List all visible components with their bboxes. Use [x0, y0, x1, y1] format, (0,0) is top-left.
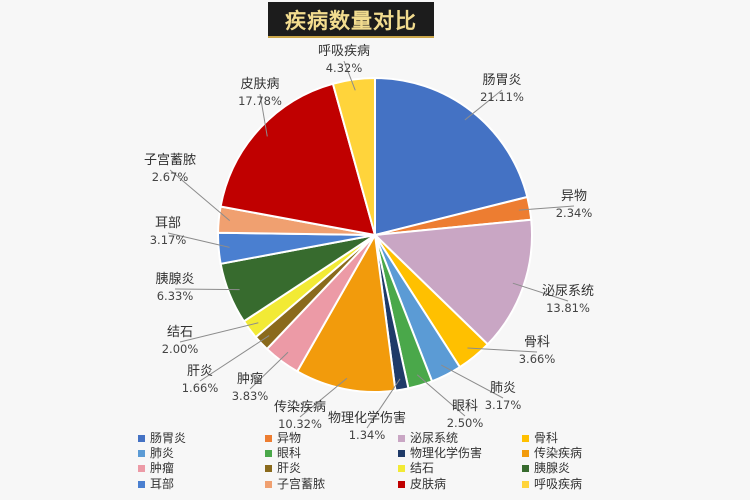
- leader-line-13: [169, 169, 231, 222]
- slice-label-7: 传染疾病: [274, 400, 326, 415]
- slice-value-12: 3.17%: [150, 233, 187, 247]
- legend-label-7: 传染疾病: [534, 445, 582, 460]
- chart-title-banner: 疾病数量对比: [268, 2, 434, 38]
- leader-line-0: [464, 89, 503, 121]
- legend-swatch-5: [265, 450, 272, 457]
- leader-line-9: [199, 335, 270, 382]
- slice-value-7: 10.32%: [278, 417, 322, 431]
- legend-label-2: 泌尿系统: [410, 431, 458, 445]
- legend-swatch-14: [398, 481, 405, 488]
- slice-label-6: 物理化学伤害: [328, 410, 406, 426]
- slice-value-15: 4.32%: [326, 61, 363, 75]
- pie-slice-0: [374, 76, 529, 237]
- leader-line-1: [518, 205, 575, 211]
- leader-line-6: [366, 378, 401, 429]
- slice-value-4: 3.17%: [485, 398, 522, 412]
- slice-value-3: 3.66%: [519, 352, 556, 366]
- slice-label-11: 胰腺炎: [155, 272, 194, 287]
- slice-label-9: 肝炎: [187, 364, 213, 379]
- legend-label-14: 皮肤病: [410, 476, 446, 491]
- slice-value-14: 17.78%: [238, 94, 282, 108]
- slice-label-0: 肠胃炎: [482, 73, 521, 88]
- slice-label-1: 异物: [561, 189, 587, 204]
- legend-label-9: 肝炎: [277, 461, 301, 475]
- slice-label-15: 呼吸疾病: [318, 44, 370, 59]
- slice-label-13: 子宫蓄脓: [144, 152, 196, 168]
- legend-label-11: 胰腺炎: [534, 461, 570, 475]
- legend-swatch-0: [138, 435, 145, 442]
- leader-line-12: [167, 232, 230, 248]
- leader-line-11: [174, 288, 240, 291]
- slice-label-12: 耳部: [155, 216, 181, 231]
- slice-label-2: 泌尿系统: [542, 284, 594, 299]
- pie-slice-14: [219, 82, 377, 237]
- leader-line-14: [259, 93, 268, 137]
- leader-line-15: [343, 60, 356, 91]
- slice-label-14: 皮肤病: [240, 77, 279, 92]
- slice-value-5: 2.50%: [447, 416, 484, 430]
- legend-swatch-7: [522, 450, 529, 457]
- legend-label-6: 物理化学伤害: [410, 445, 482, 460]
- slice-value-9: 1.66%: [182, 381, 219, 395]
- leader-line-7: [299, 377, 348, 418]
- legend-swatch-1: [265, 435, 272, 442]
- leader-lines: [167, 60, 575, 429]
- slice-value-0: 21.11%: [480, 90, 524, 104]
- legend-swatch-10: [398, 465, 405, 472]
- slice-value-10: 2.00%: [162, 342, 199, 356]
- slice-value-11: 6.33%: [157, 289, 194, 303]
- slice-value-1: 2.34%: [556, 206, 593, 220]
- slice-label-4: 肺炎: [490, 381, 516, 396]
- legend-swatch-2: [398, 435, 405, 442]
- legend-swatch-8: [138, 465, 145, 472]
- slice-label-10: 结石: [167, 325, 193, 340]
- legend-label-12: 耳部: [150, 476, 174, 491]
- legend-label-10: 结石: [410, 461, 434, 475]
- legend-swatch-13: [265, 481, 272, 488]
- slice-value-6: 1.34%: [349, 428, 386, 442]
- legend-swatch-15: [522, 481, 529, 488]
- legend-label-13: 子宫蓄脓: [277, 476, 325, 491]
- chart-title: 疾病数量对比: [285, 9, 417, 33]
- slice-label-3: 骨科: [524, 335, 550, 350]
- legend-label-15: 呼吸疾病: [534, 476, 582, 491]
- legend-label-4: 肺炎: [150, 446, 174, 460]
- slice-labels: 肠胃炎 21.11% 异物 2.34% 泌尿系统 13.81% 骨科 3.66% 肺炎 3.17%…: [144, 44, 594, 442]
- legend-swatch-3: [522, 435, 529, 442]
- leader-line-3: [467, 347, 538, 353]
- legend-label-3: 骨科: [534, 431, 558, 445]
- legend-swatch-6: [398, 450, 405, 457]
- leader-line-2: [512, 282, 569, 302]
- leader-line-8: [249, 351, 289, 390]
- leader-line-4: [441, 364, 504, 399]
- slice-value-8: 3.83%: [232, 389, 269, 403]
- legend-label-1: 异物: [277, 431, 301, 445]
- legend-label-8: 肿瘤: [150, 460, 174, 475]
- slice-value-2: 13.81%: [546, 301, 590, 315]
- legend-label-0: 肠胃炎: [150, 431, 186, 445]
- legend-swatch-4: [138, 450, 145, 457]
- leader-line-5: [416, 374, 466, 417]
- slice-label-5: 眼科: [452, 399, 478, 414]
- leader-line-10: [179, 322, 259, 343]
- legend-swatch-12: [138, 481, 145, 488]
- slice-value-13: 2.67%: [152, 170, 189, 184]
- slice-label-8: 肿瘤: [237, 371, 263, 387]
- legend-swatch-11: [522, 465, 529, 472]
- legend-swatch-9: [265, 465, 272, 472]
- pie-slice-15: [331, 76, 376, 236]
- legend-label-5: 眼科: [277, 446, 301, 460]
